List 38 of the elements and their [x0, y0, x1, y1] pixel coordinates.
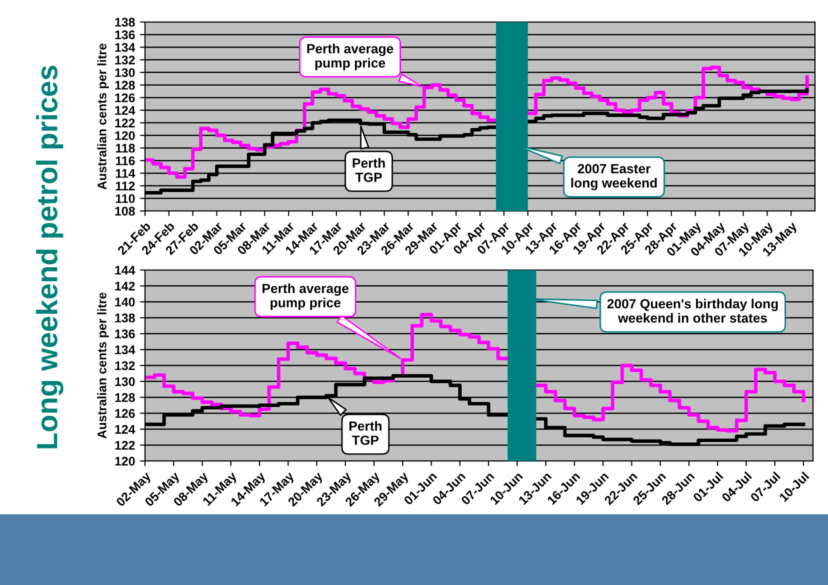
y-tick-label: 108 [115, 206, 135, 216]
text: Long weekend petrol prices [36, 66, 64, 448]
band-label: 2007 Easter long weekend [571, 164, 657, 190]
y-tick-label: 114 [116, 169, 136, 178]
y-tick-label: 122 [115, 440, 135, 450]
y-axis-title: Australian cents per litre [97, 44, 109, 190]
y-tick-label: 136 [115, 329, 135, 338]
y-tick-label: 136 [115, 30, 135, 40]
y-tick-label: 128 [115, 80, 135, 90]
y-tick-label: 138 [115, 314, 135, 322]
y-tick-label: 112 [116, 182, 135, 190]
y-tick-label: 126 [115, 93, 135, 102]
y-tick-label: 134 [115, 345, 136, 354]
legend-label: Perth TGP [349, 421, 382, 445]
y-tick-label: 144 [115, 266, 136, 275]
y-tick-label: 134 [115, 43, 136, 52]
y-tick-label: 128 [115, 393, 135, 402]
y-tick-label: 124 [115, 106, 136, 115]
text: Perth average pump price [262, 283, 349, 310]
y-tick-label: 126 [115, 409, 135, 418]
series-label: Perth average pump price [307, 44, 394, 70]
y-tick-label: 142 [115, 282, 135, 290]
y-tick-label: 130 [115, 377, 135, 386]
y-tick-label: 138 [115, 18, 135, 27]
y-tick-label: 118 [116, 144, 135, 153]
y-tick-label: 130 [115, 68, 135, 78]
y-tick-label: 122 [115, 118, 135, 128]
y-tick-label: 116 [116, 156, 135, 166]
y-tick-label: 132 [115, 361, 135, 370]
y-tick-label: 110 [116, 194, 135, 204]
y-axis-title: Australian cents per litre [97, 292, 109, 438]
y-tick-label: 120 [115, 456, 135, 466]
legend-label: Perth TGP [352, 158, 385, 182]
y-tick-label: 140 [115, 298, 135, 306]
y-tick-label: 132 [115, 56, 135, 64]
y-tick-label: 124 [115, 424, 136, 434]
y-tick-label: 120 [115, 131, 135, 140]
band-label: 2007 Queen's birthday long weekend in other states [607, 298, 778, 323]
